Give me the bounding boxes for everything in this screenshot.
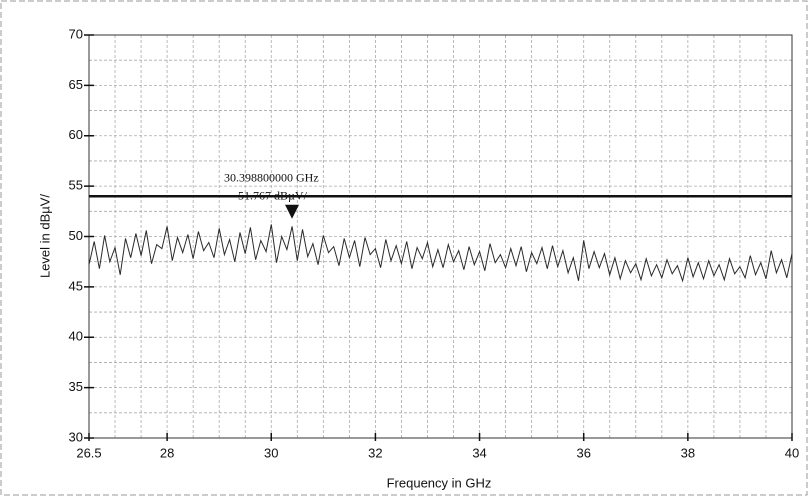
y-tick-label: 40: [69, 329, 83, 344]
y-tick-label: 65: [69, 77, 83, 92]
x-tick-label: 26.5: [76, 445, 101, 460]
marker-frequency: 30.398800000 GHz: [224, 170, 319, 184]
x-tick-label: 38: [681, 445, 695, 460]
x-tick-label: 36: [576, 445, 590, 460]
x-tick-label: 34: [472, 445, 486, 460]
x-tick-label: 30: [264, 445, 278, 460]
y-tick-label: 45: [69, 278, 83, 293]
x-tick-label: 40: [785, 445, 799, 460]
y-tick-label: 55: [69, 178, 83, 193]
x-axis-label: Frequency in GHz: [387, 475, 492, 490]
x-tick-label: 32: [368, 445, 382, 460]
marker-level: 51.767 dBµV/: [238, 188, 308, 202]
y-tick-label: 60: [69, 127, 83, 142]
y-tick-label: 30: [69, 429, 83, 444]
marker: [285, 204, 300, 219]
y-axis-label: Level in dBµV/: [37, 194, 52, 278]
y-tick-label: 35: [69, 379, 83, 394]
y-tick-label: 50: [69, 228, 83, 243]
x-tick-label: 28: [160, 445, 174, 460]
trace: [88, 224, 793, 283]
y-tick-label: 70: [69, 26, 83, 41]
